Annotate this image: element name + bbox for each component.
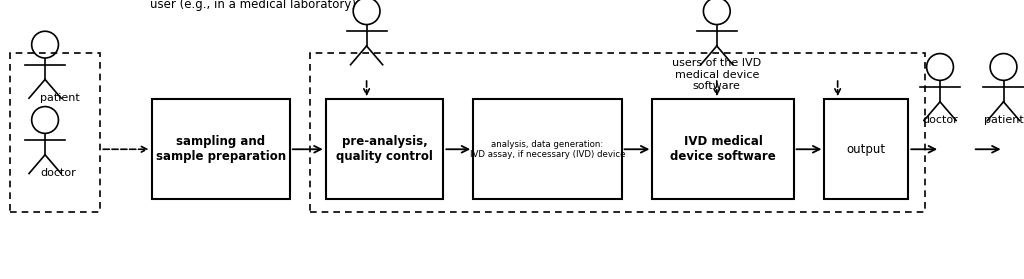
Bar — [10, 53, 100, 212]
Text: doctor: doctor — [40, 169, 76, 178]
Bar — [473, 99, 622, 199]
Text: IVD medical
device software: IVD medical device software — [670, 135, 776, 163]
Text: analysis, data generation:
IVD assay, if necessary (IVD) device: analysis, data generation: IVD assay, if… — [470, 140, 625, 159]
Text: user (e.g., in a medical laboratory): user (e.g., in a medical laboratory) — [151, 0, 356, 11]
Bar — [310, 53, 925, 212]
Text: patient: patient — [40, 93, 80, 103]
Text: patient: patient — [984, 116, 1023, 125]
Text: pre-analysis,
quality control: pre-analysis, quality control — [336, 135, 433, 163]
Text: output: output — [847, 143, 886, 156]
Bar — [326, 99, 443, 199]
Bar — [652, 99, 794, 199]
Text: users of the IVD
medical device
software: users of the IVD medical device software — [672, 58, 762, 91]
Bar — [152, 99, 290, 199]
Text: doctor: doctor — [923, 116, 957, 125]
Text: sampling and
sample preparation: sampling and sample preparation — [156, 135, 286, 163]
Bar — [824, 99, 908, 199]
